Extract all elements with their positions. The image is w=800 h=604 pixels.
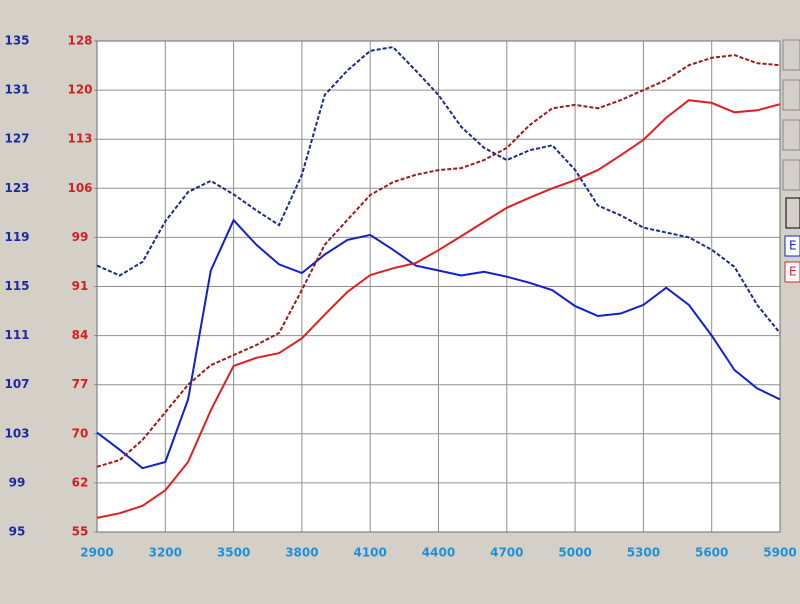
y-tick-label: 135 [4, 34, 29, 48]
x-tick-label: 5900 [763, 546, 796, 560]
side-button[interactable] [785, 197, 800, 229]
y-tick-label: 127 [4, 132, 29, 146]
y2-tick-label: 55 [72, 525, 89, 539]
y2-tick-label: 113 [67, 132, 92, 146]
x-tick-label: 5000 [558, 546, 591, 560]
line-series [96, 54, 781, 468]
y-tick-label: 115 [4, 279, 29, 293]
line-series [96, 218, 781, 470]
x-tick-label: 5600 [695, 546, 728, 560]
side-button[interactable] [782, 119, 800, 151]
x-tick-label: 3800 [285, 546, 318, 560]
legend-label: E [789, 239, 797, 253]
side-button[interactable] [782, 79, 800, 111]
y2-tick-label: 77 [72, 377, 89, 391]
y-tick-label: 99 [9, 475, 26, 489]
legend-box [784, 261, 800, 283]
y2-tick-label: 70 [72, 426, 89, 440]
y-tick-label: 131 [4, 83, 29, 97]
side-button[interactable] [782, 39, 800, 71]
y-tick-label: 107 [4, 377, 29, 391]
y-tick-label: 95 [9, 525, 26, 539]
y2-tick-label: 84 [72, 328, 89, 342]
y-tick-label: 123 [4, 181, 29, 195]
y2-tick-label: 62 [72, 475, 89, 489]
y2-tick-label: 91 [72, 279, 89, 293]
legend-box [784, 235, 800, 257]
legend-label: E [789, 265, 797, 279]
x-tick-label: 5300 [627, 546, 660, 560]
y-tick-label: 103 [4, 426, 29, 440]
x-tick-label: 4700 [490, 546, 523, 560]
x-tick-label: 4400 [422, 546, 455, 560]
x-tick-label: 3500 [217, 546, 250, 560]
plot-border [96, 40, 781, 533]
side-button[interactable] [782, 159, 800, 191]
y-tick-label: 119 [4, 230, 29, 244]
y2-tick-label: 99 [72, 230, 89, 244]
x-tick-label: 2900 [80, 546, 113, 560]
x-tick-label: 4100 [353, 546, 386, 560]
y-tick-label: 111 [4, 328, 29, 342]
y2-tick-label: 120 [67, 83, 92, 97]
y2-tick-label: 106 [67, 181, 92, 195]
x-tick-label: 3200 [149, 546, 182, 560]
y2-tick-label: 128 [67, 34, 92, 48]
line-series [96, 99, 781, 519]
